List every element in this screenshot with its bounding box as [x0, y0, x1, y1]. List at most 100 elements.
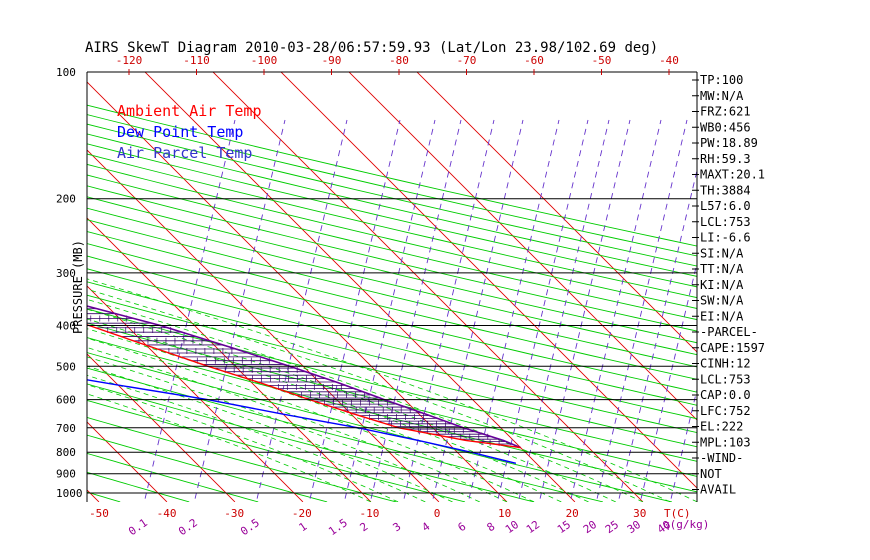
- mixing-ratio-line: [343, 119, 436, 502]
- dry-adiabat-line: [87, 153, 697, 299]
- bottom-axis-tick-label: -10: [359, 507, 379, 520]
- stability-index-label: CAPE:1597: [700, 341, 765, 355]
- mixing-ratio-line: [496, 119, 589, 502]
- pressure-tick-label: 600: [56, 394, 76, 407]
- mixing-ratio-label: 6: [456, 520, 469, 534]
- mixing-ratio-label: 4: [420, 520, 433, 535]
- dry-adiabat-line: [87, 104, 697, 247]
- top-axis-tick-label: -100: [251, 54, 278, 67]
- dry-adiabat-line: [87, 143, 697, 288]
- background-grid: [0, 63, 697, 502]
- dew-point-temp-line: [87, 379, 517, 464]
- isotherm-line: [0, 63, 31, 502]
- dry-adiabat-line: [87, 174, 697, 321]
- mixing-ratio-label: 1.5: [326, 516, 350, 538]
- mixing-ratio-label: 1: [297, 520, 310, 534]
- dry-adiabat-line: [87, 231, 697, 380]
- bottom-axis-tick-label: -20: [292, 507, 312, 520]
- mixing-ratio-label: 12: [524, 518, 542, 536]
- dry-adiabat-line: [87, 133, 697, 277]
- dry-adiabat-line: [0, 72, 51, 502]
- pressure-tick-label: 400: [56, 319, 76, 332]
- bottom-axis-tick-label: 30: [633, 507, 646, 520]
- stability-index-label: FRZ:621: [700, 105, 751, 119]
- stability-index-label: MW:N/A: [700, 89, 744, 103]
- dry-adiabat-line: [87, 337, 697, 493]
- dry-adiabat-line: [87, 367, 604, 502]
- moist-adiabat-line: [87, 384, 399, 502]
- mixing-ratio-line: [467, 119, 560, 502]
- bottom-axis-tick-label: -50: [89, 507, 109, 520]
- stability-index-label: PW:18.89: [700, 136, 758, 150]
- mixing-ratio-label: 40: [655, 518, 673, 536]
- bottom-axis-tick-label: -40: [157, 507, 177, 520]
- mixing-ratio-line: [369, 119, 462, 502]
- stability-index-label: -PARCEL-: [700, 325, 758, 339]
- stability-index-label: NOT: [700, 467, 722, 481]
- pressure-tick-label: 1000: [56, 487, 83, 500]
- pressure-tick-label: 300: [56, 267, 76, 280]
- mixing-ratio-label: 15: [555, 518, 573, 536]
- dry-adiabat-line: [87, 383, 535, 502]
- isotherm-line: [212, 72, 644, 502]
- mixing-ratio-line: [669, 387, 697, 502]
- isotherm-line: [348, 72, 697, 421]
- mixing-ratio-line: [193, 119, 286, 502]
- mixing-ratio-label: 2: [358, 520, 371, 534]
- top-axis-tick-label: -120: [116, 54, 143, 67]
- dry-adiabat-line: [87, 416, 397, 502]
- stability-index-label: EI:N/A: [700, 309, 744, 323]
- bottom-axis-tick-label: -30: [224, 507, 244, 520]
- top-axis-tick-label: -80: [389, 54, 409, 67]
- dry-adiabat-line: [87, 268, 697, 420]
- stability-index-label: RH:59.3: [700, 152, 751, 166]
- bottom-axis-tick-label: 0: [434, 507, 441, 520]
- moist-adiabat-line: [87, 365, 453, 502]
- sounding-profiles: [87, 305, 521, 464]
- stability-index-label: MPL:103: [700, 435, 751, 449]
- mixing-ratio-line: [538, 119, 631, 502]
- moist-adiabat-line: [87, 337, 535, 502]
- bottom-axis-tick-label: 10: [498, 507, 511, 520]
- moist-adiabat-line: [87, 347, 508, 502]
- dry-adiabat-line: [87, 163, 697, 309]
- mixing-ratio-line: [517, 119, 610, 502]
- isotherm-line: [87, 285, 304, 502]
- ambient-air-temp-line: [87, 324, 521, 449]
- stability-index-label: LI:-6.6: [700, 231, 751, 245]
- isotherm-line: [280, 72, 697, 489]
- pressure-tick-label: 800: [56, 446, 76, 459]
- mixing-ratio-line: [255, 119, 348, 502]
- pressure-tick-label: 100: [56, 66, 76, 79]
- stability-index-label: AVAIL: [700, 483, 736, 497]
- mixing-ratio-line: [308, 119, 401, 502]
- air-parcel-temp-line: [87, 305, 521, 449]
- legend: Ambient Air Temp Dew Point Temp Air Parcel…: [117, 102, 262, 162]
- pressure-tick-label: 500: [56, 360, 76, 373]
- top-axis-tick-label: -60: [524, 54, 544, 67]
- dry-adiabat-line: [87, 219, 697, 368]
- stability-index-label: L57:6.0: [700, 199, 751, 213]
- moist-adiabat-line: [87, 278, 697, 502]
- mixing-ratio-line: [402, 119, 495, 502]
- mixing-ratio-label: 3: [391, 520, 404, 534]
- pressure-tick-label: 700: [56, 422, 76, 435]
- y-axis-label: PRESSURE (MB): [71, 240, 85, 334]
- stability-index-label: -WIND-: [700, 451, 743, 465]
- dry-adiabat-line: [87, 308, 697, 462]
- stability-index-label: CINH:12: [700, 357, 751, 371]
- mixing-ratio-label: 0.1: [126, 516, 150, 538]
- stability-index-label: LCL:753: [700, 215, 751, 229]
- legend-entry: Dew Point Temp: [117, 123, 243, 141]
- moist-adiabat-line: [87, 328, 562, 502]
- stability-index-label: KI:N/A: [700, 278, 744, 292]
- moist-adiabat-line: [87, 318, 589, 502]
- dry-adiabat-line: [87, 207, 697, 356]
- dry-adiabat-line: [87, 255, 697, 406]
- dry-adiabat-line: [87, 243, 697, 393]
- stability-index-label: TP:100: [700, 73, 743, 87]
- dry-adiabat-line: [87, 114, 697, 257]
- moist-adiabat-line: [87, 288, 671, 502]
